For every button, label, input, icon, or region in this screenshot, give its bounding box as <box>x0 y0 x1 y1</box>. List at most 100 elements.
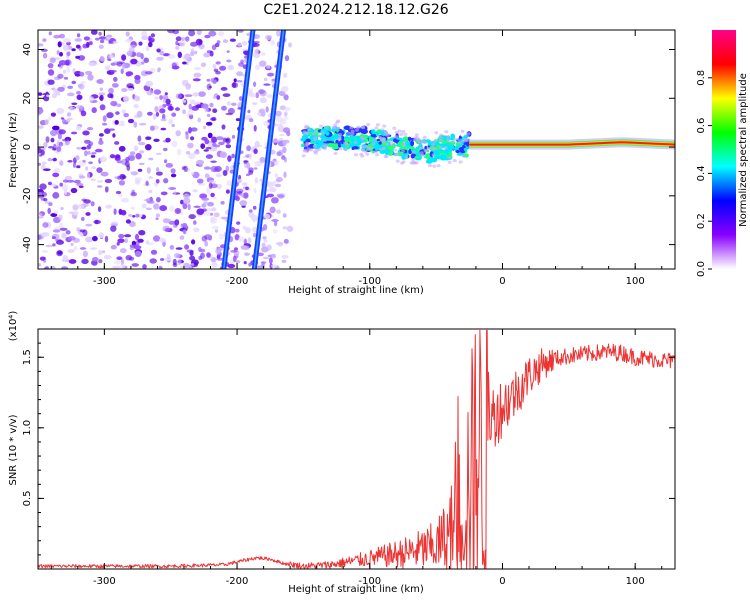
signal-halo <box>306 128 311 132</box>
noise-cell <box>281 254 289 259</box>
signal-cell <box>333 145 338 150</box>
noise-cell <box>88 161 93 165</box>
noise-cell <box>190 51 195 57</box>
noise-cell <box>90 247 97 250</box>
noise-cell <box>245 227 251 234</box>
noise-cell <box>152 113 157 120</box>
noise-cell <box>192 78 201 82</box>
noise-cell <box>117 123 125 127</box>
noise-cell <box>110 244 117 250</box>
noise-cell <box>226 101 231 106</box>
noise-cell <box>200 62 207 68</box>
noise-cell <box>210 216 216 222</box>
signal-cell <box>463 147 468 151</box>
noise-cell <box>275 177 283 182</box>
noise-cell <box>271 197 279 204</box>
noise-cell <box>85 70 93 76</box>
signal-halo <box>366 122 371 127</box>
noise-cell <box>172 258 177 266</box>
noise-cell <box>183 193 190 200</box>
noise-cell <box>283 171 287 178</box>
noise-cell <box>57 250 63 255</box>
noise-cell <box>259 60 267 67</box>
noise-cell <box>248 92 257 98</box>
noise-cell <box>130 171 139 176</box>
noise-cell <box>66 66 71 73</box>
signal-halo <box>331 125 336 129</box>
signal-cell <box>384 148 390 154</box>
noise-cell <box>124 238 128 244</box>
noise-cell <box>206 113 211 118</box>
noise-cell <box>201 197 210 201</box>
noise-cell <box>219 151 228 159</box>
snr-y-label: SNR (10 * v/v) <box>8 414 19 485</box>
noise-cell <box>125 156 130 163</box>
noise-cell <box>241 48 250 52</box>
noise-cell <box>150 249 158 255</box>
noise-cell <box>99 87 103 92</box>
signal-cell <box>389 137 395 141</box>
noise-cell <box>147 111 153 116</box>
noise-cell <box>182 54 190 61</box>
noise-cell <box>175 40 179 46</box>
noise-cell <box>246 145 252 152</box>
noise-cell <box>205 154 213 159</box>
noise-cell <box>114 120 119 125</box>
noise-cell <box>220 201 225 205</box>
signal-halo <box>301 154 306 158</box>
noise-cell <box>251 102 258 105</box>
signal-halo <box>353 141 358 145</box>
noise-cell <box>124 234 132 238</box>
noise-cell <box>79 71 85 77</box>
noise-cell <box>195 104 204 109</box>
noise-cell <box>164 159 168 164</box>
noise-cell <box>137 168 143 172</box>
noise-cell <box>59 160 64 166</box>
noise-cell <box>71 80 77 85</box>
noise-cell <box>222 93 231 97</box>
signal-cell <box>396 137 403 140</box>
noise-cell <box>248 209 253 213</box>
noise-cell <box>57 133 63 140</box>
signal-halo <box>466 132 471 136</box>
noise-cell <box>262 236 267 240</box>
noise-cell <box>271 140 280 143</box>
noise-cell <box>73 179 81 184</box>
noise-cell <box>114 141 120 145</box>
noise-cell <box>254 48 260 54</box>
noise-cell <box>170 173 177 178</box>
noise-cell <box>129 44 137 49</box>
signal-halo <box>443 146 448 150</box>
signal-halo <box>356 125 361 129</box>
noise-cell <box>181 99 187 103</box>
noise-cell <box>94 148 103 153</box>
signal-halo <box>336 126 341 130</box>
noise-cell <box>169 245 175 250</box>
y-tick-label: 0 <box>22 144 33 150</box>
noise-cell <box>216 40 221 44</box>
noise-cell <box>112 40 119 44</box>
signal-halo <box>379 136 384 141</box>
noise-cell <box>271 264 278 268</box>
noise-cell <box>88 41 93 46</box>
noise-cell <box>159 95 164 100</box>
signal-halo <box>336 119 341 123</box>
noise-cell <box>244 252 250 256</box>
noise-cell <box>173 252 181 259</box>
noise-cell <box>129 151 136 156</box>
x-tick-label: 0 <box>499 576 505 587</box>
noise-cell <box>226 50 230 53</box>
noise-cell <box>211 207 217 212</box>
noise-cell <box>47 158 53 162</box>
noise-cell <box>138 162 145 166</box>
noise-cell <box>249 118 254 123</box>
noise-cell <box>71 102 78 106</box>
noise-cell <box>177 258 182 266</box>
signal-halo <box>389 140 394 144</box>
signal-halo <box>461 154 466 158</box>
noise-cell <box>96 167 103 174</box>
noise-cell <box>127 87 134 91</box>
noise-cell <box>255 92 259 99</box>
noise-cell <box>237 179 241 184</box>
noise-cell <box>190 263 195 266</box>
